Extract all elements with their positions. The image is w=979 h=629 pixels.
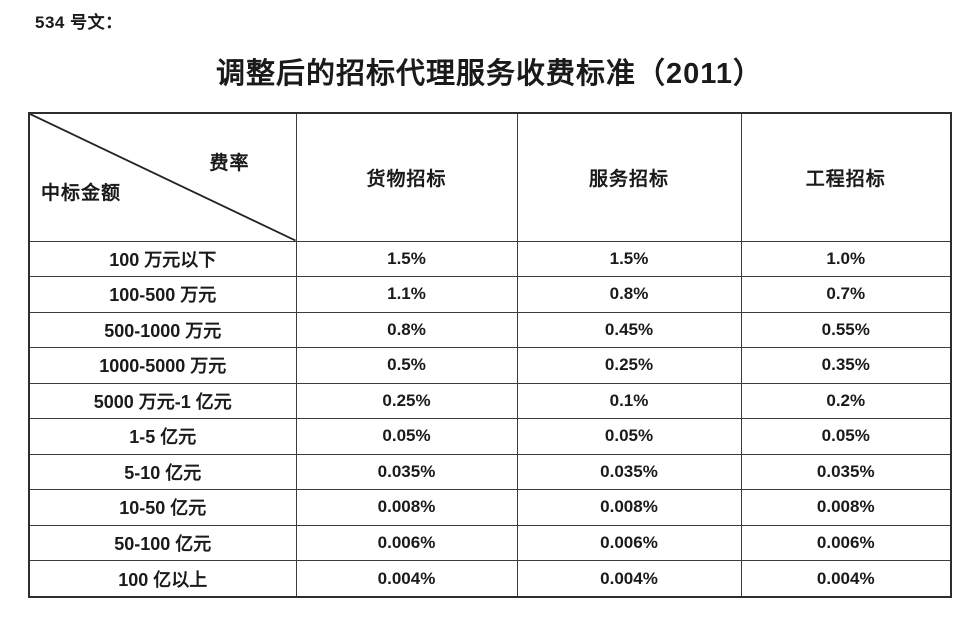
header-row: 费率 中标金额 货物招标 服务招标 工程招标 bbox=[28, 112, 952, 242]
rate-cell: 0.45% bbox=[516, 311, 742, 349]
page-title: 调整后的招标代理服务收费标准（2011） bbox=[216, 58, 763, 90]
rate-cell: 0.008% bbox=[516, 489, 742, 526]
corner-header-cell: 费率 中标金额 bbox=[28, 112, 297, 242]
fee-standard-table: 费率 中标金额 货物招标 服务招标 工程招标 100 万元以下 1.5% 1.5… bbox=[28, 112, 952, 598]
row-label: 50-100 亿元 bbox=[28, 524, 297, 562]
table-row: 50-100 亿元 0.006% 0.006% 0.006% bbox=[28, 524, 952, 562]
column-header-goods-bidding: 货物招标 bbox=[295, 112, 518, 242]
table-row: 5000 万元-1 亿元 0.25% 0.1% 0.2% bbox=[28, 382, 952, 420]
table-row: 5-10 亿元 0.035% 0.035% 0.035% bbox=[28, 453, 952, 491]
rate-cell: 0.008% bbox=[295, 489, 518, 526]
rate-cell: 0.035% bbox=[740, 453, 952, 491]
rate-cell: 0.7% bbox=[740, 276, 952, 313]
rate-cell: 1.5% bbox=[516, 240, 742, 278]
table-row: 100 亿以上 0.004% 0.004% 0.004% bbox=[28, 560, 952, 598]
rate-cell: 0.004% bbox=[740, 560, 952, 598]
rate-cell: 0.1% bbox=[516, 382, 742, 420]
table-row: 1000-5000 万元 0.5% 0.25% 0.35% bbox=[28, 347, 952, 384]
rate-cell: 0.035% bbox=[516, 453, 742, 491]
rate-cell: 0.8% bbox=[516, 276, 742, 313]
rate-cell: 0.2% bbox=[740, 382, 952, 420]
rate-cell: 0.55% bbox=[740, 311, 952, 349]
rate-cell: 0.5% bbox=[295, 347, 518, 384]
corner-label-bid-amount: 中标金额 bbox=[41, 182, 122, 204]
rate-cell: 0.004% bbox=[295, 560, 518, 598]
rate-cell: 1.1% bbox=[295, 276, 518, 313]
rate-cell: 0.006% bbox=[740, 524, 952, 562]
table-row: 500-1000 万元 0.8% 0.45% 0.55% bbox=[28, 311, 952, 349]
row-label: 1000-5000 万元 bbox=[28, 347, 297, 384]
table-row: 1-5 亿元 0.05% 0.05% 0.05% bbox=[28, 418, 952, 455]
rate-cell: 0.35% bbox=[740, 347, 952, 384]
row-label: 1-5 亿元 bbox=[28, 418, 297, 455]
table-row: 100 万元以下 1.5% 1.5% 1.0% bbox=[28, 240, 952, 278]
rate-cell: 0.25% bbox=[295, 382, 518, 420]
rate-cell: 0.035% bbox=[295, 453, 518, 491]
corner-label-fee-rate: 费率 bbox=[209, 153, 250, 174]
table-row: 100-500 万元 1.1% 0.8% 0.7% bbox=[28, 276, 952, 313]
column-header-engineering-bidding: 工程招标 bbox=[740, 112, 952, 242]
rate-cell: 0.25% bbox=[516, 347, 742, 384]
rate-cell: 0.006% bbox=[295, 524, 518, 562]
rate-cell: 0.05% bbox=[295, 418, 518, 455]
row-label: 100 万元以下 bbox=[28, 240, 297, 278]
diagonal-divider-line bbox=[30, 114, 296, 241]
row-label: 5000 万元-1 亿元 bbox=[28, 382, 297, 420]
rate-cell: 0.05% bbox=[740, 418, 952, 455]
doc-reference: 534 号文： bbox=[35, 13, 123, 32]
rate-cell: 0.006% bbox=[516, 524, 742, 562]
row-label: 5-10 亿元 bbox=[28, 453, 297, 491]
rate-cell: 0.05% bbox=[516, 418, 742, 455]
column-header-service-bidding: 服务招标 bbox=[516, 112, 742, 242]
row-label: 100-500 万元 bbox=[28, 276, 297, 313]
rate-cell: 1.5% bbox=[295, 240, 518, 278]
rate-cell: 0.008% bbox=[740, 489, 952, 526]
rate-cell: 0.004% bbox=[516, 560, 742, 598]
rate-cell: 1.0% bbox=[740, 240, 952, 278]
row-label: 10-50 亿元 bbox=[28, 489, 297, 526]
rate-cell: 0.8% bbox=[295, 311, 518, 349]
row-label: 500-1000 万元 bbox=[28, 311, 297, 349]
row-label: 100 亿以上 bbox=[28, 560, 297, 598]
table-row: 10-50 亿元 0.008% 0.008% 0.008% bbox=[28, 489, 952, 526]
